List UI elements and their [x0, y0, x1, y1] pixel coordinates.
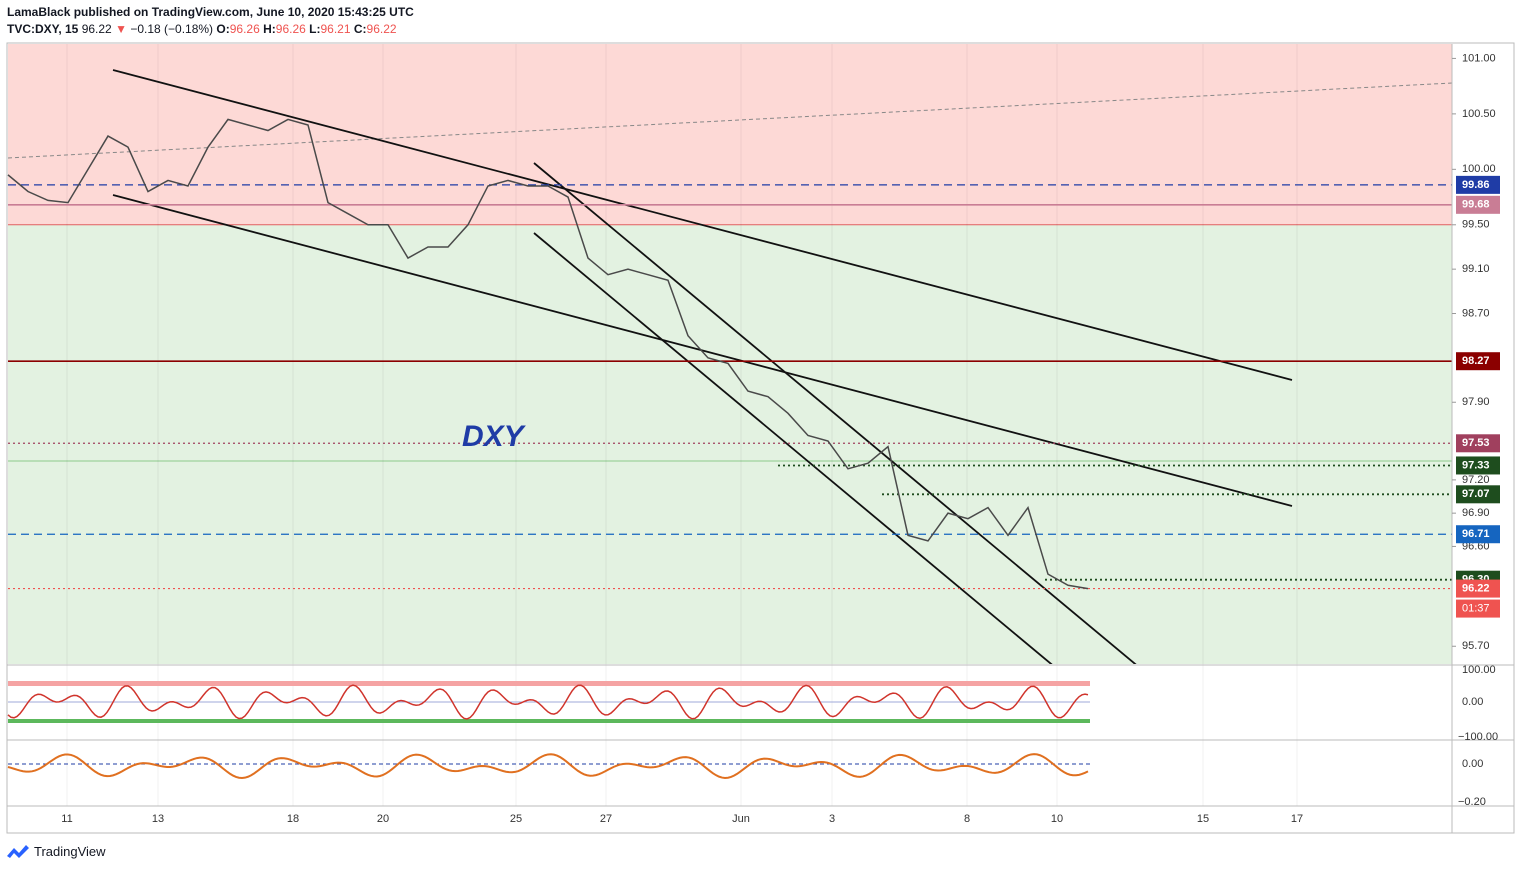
trend-line [533, 232, 1053, 664]
y-tick-label: 100.00 [1462, 163, 1496, 175]
y-tick-label: 99.10 [1462, 263, 1490, 275]
osc-line [7, 753, 1089, 779]
low: 96.21 [320, 22, 351, 36]
y-tick-label: 101.00 [1462, 52, 1496, 64]
countdown-badge [1456, 599, 1500, 618]
chart: DXY 100.00 0.00 −100.00 0.00 −0.20 11 13 1… [6, 42, 1515, 834]
zones [8, 44, 1452, 665]
last-price: 96.22 [81, 22, 112, 36]
y-tick-label: 96.60 [1462, 540, 1490, 552]
x-tick-label: 20 [377, 813, 389, 825]
x-tick-label: 13 [152, 813, 164, 825]
price-badge-label: 99.86 [1462, 179, 1490, 191]
x-tick-label: 18 [287, 813, 299, 825]
x-tick-label: Jun [732, 813, 750, 825]
price-badge [1456, 175, 1500, 194]
trend-line [112, 69, 1293, 381]
x-axis: 11 13 18 20 25 27 Jun 3 8 10 15 17 [61, 813, 1303, 825]
x-tick-label: 15 [1197, 813, 1209, 825]
x-tick-label: 17 [1291, 813, 1303, 825]
trend-line [533, 162, 1137, 664]
trend-line [8, 82, 1452, 159]
y-tick-label: 99.50 [1462, 219, 1490, 231]
y-tick-label: 97.20 [1462, 474, 1490, 486]
x-tick-label: 11 [61, 813, 72, 825]
footer: TradingView [6, 842, 106, 860]
levels [8, 184, 1452, 590]
x-tick-label: 3 [829, 813, 835, 825]
high: 96.26 [275, 22, 306, 36]
price-badge-label: 96.22 [1462, 582, 1490, 594]
price-badge [1456, 434, 1500, 453]
x-tick-label: 25 [510, 813, 522, 825]
price-badge-label: 97.53 [1462, 437, 1490, 449]
price [7, 118, 1089, 590]
price-badge-label: 98.27 [1462, 355, 1490, 367]
y-tick-label: 97.90 [1462, 396, 1490, 408]
low-label: L: [309, 22, 321, 36]
close-label: C: [353, 22, 367, 36]
price-badge [1456, 456, 1500, 475]
price-badge [1456, 352, 1500, 371]
zone [8, 44, 1452, 225]
y-tick-label: 96.90 [1462, 507, 1490, 519]
osc-line [7, 684, 1089, 720]
oscillators [7, 684, 1090, 779]
osc-tick: 0.00 [1462, 758, 1483, 770]
osc-tick: 0.00 [1462, 696, 1483, 708]
price-badge-label: 96.71 [1462, 528, 1490, 540]
open: 96.26 [229, 22, 260, 36]
grid [66, 44, 1298, 806]
open-label: O: [216, 22, 230, 36]
header: LamaBlack published on TradingView.com, … [7, 4, 414, 38]
y-tick-label: 95.70 [1462, 640, 1490, 652]
price-badge [1456, 525, 1500, 544]
annotation: DXY [462, 420, 527, 453]
x-tick-label: 27 [600, 813, 612, 825]
x-tick-label: 10 [1051, 813, 1063, 825]
change: −0.18 (−0.18%) [130, 22, 214, 36]
osc-band [8, 681, 1090, 686]
price-badge [1456, 579, 1500, 598]
publisher: LamaBlack published on TradingView.com, … [7, 5, 414, 19]
logo [7, 845, 29, 858]
y-tick-label: 98.70 [1462, 307, 1490, 319]
high-label: H: [263, 22, 276, 36]
drawings [8, 69, 1452, 664]
price-badge-label: 99.68 [1462, 199, 1490, 211]
countdown: 01:37 [1462, 602, 1490, 614]
price-badge-label: 97.07 [1462, 488, 1490, 500]
osc-tick: −100.00 [1458, 731, 1498, 743]
symbol: TVC:DXY, 15 [7, 22, 79, 36]
brand: TradingView [34, 843, 106, 859]
y-tick-label: 100.50 [1462, 108, 1496, 120]
price-badge [1456, 485, 1500, 504]
price-badge [1456, 195, 1500, 214]
trend-line [112, 194, 1293, 507]
x-tick-label: 8 [964, 813, 970, 825]
zone [8, 224, 1452, 665]
symbol-line: TVC:DXY, 15 96.22 ▼ −0.18 (−0.18%) O:96.… [7, 22, 397, 36]
frame [6, 42, 1515, 834]
osc-band [8, 719, 1090, 723]
price-badge-label: 97.33 [1462, 459, 1490, 471]
osc-tick: −0.20 [1458, 796, 1486, 808]
price-line [7, 118, 1089, 590]
osc-tick: 100.00 [1462, 664, 1496, 676]
close: 96.22 [366, 22, 397, 36]
